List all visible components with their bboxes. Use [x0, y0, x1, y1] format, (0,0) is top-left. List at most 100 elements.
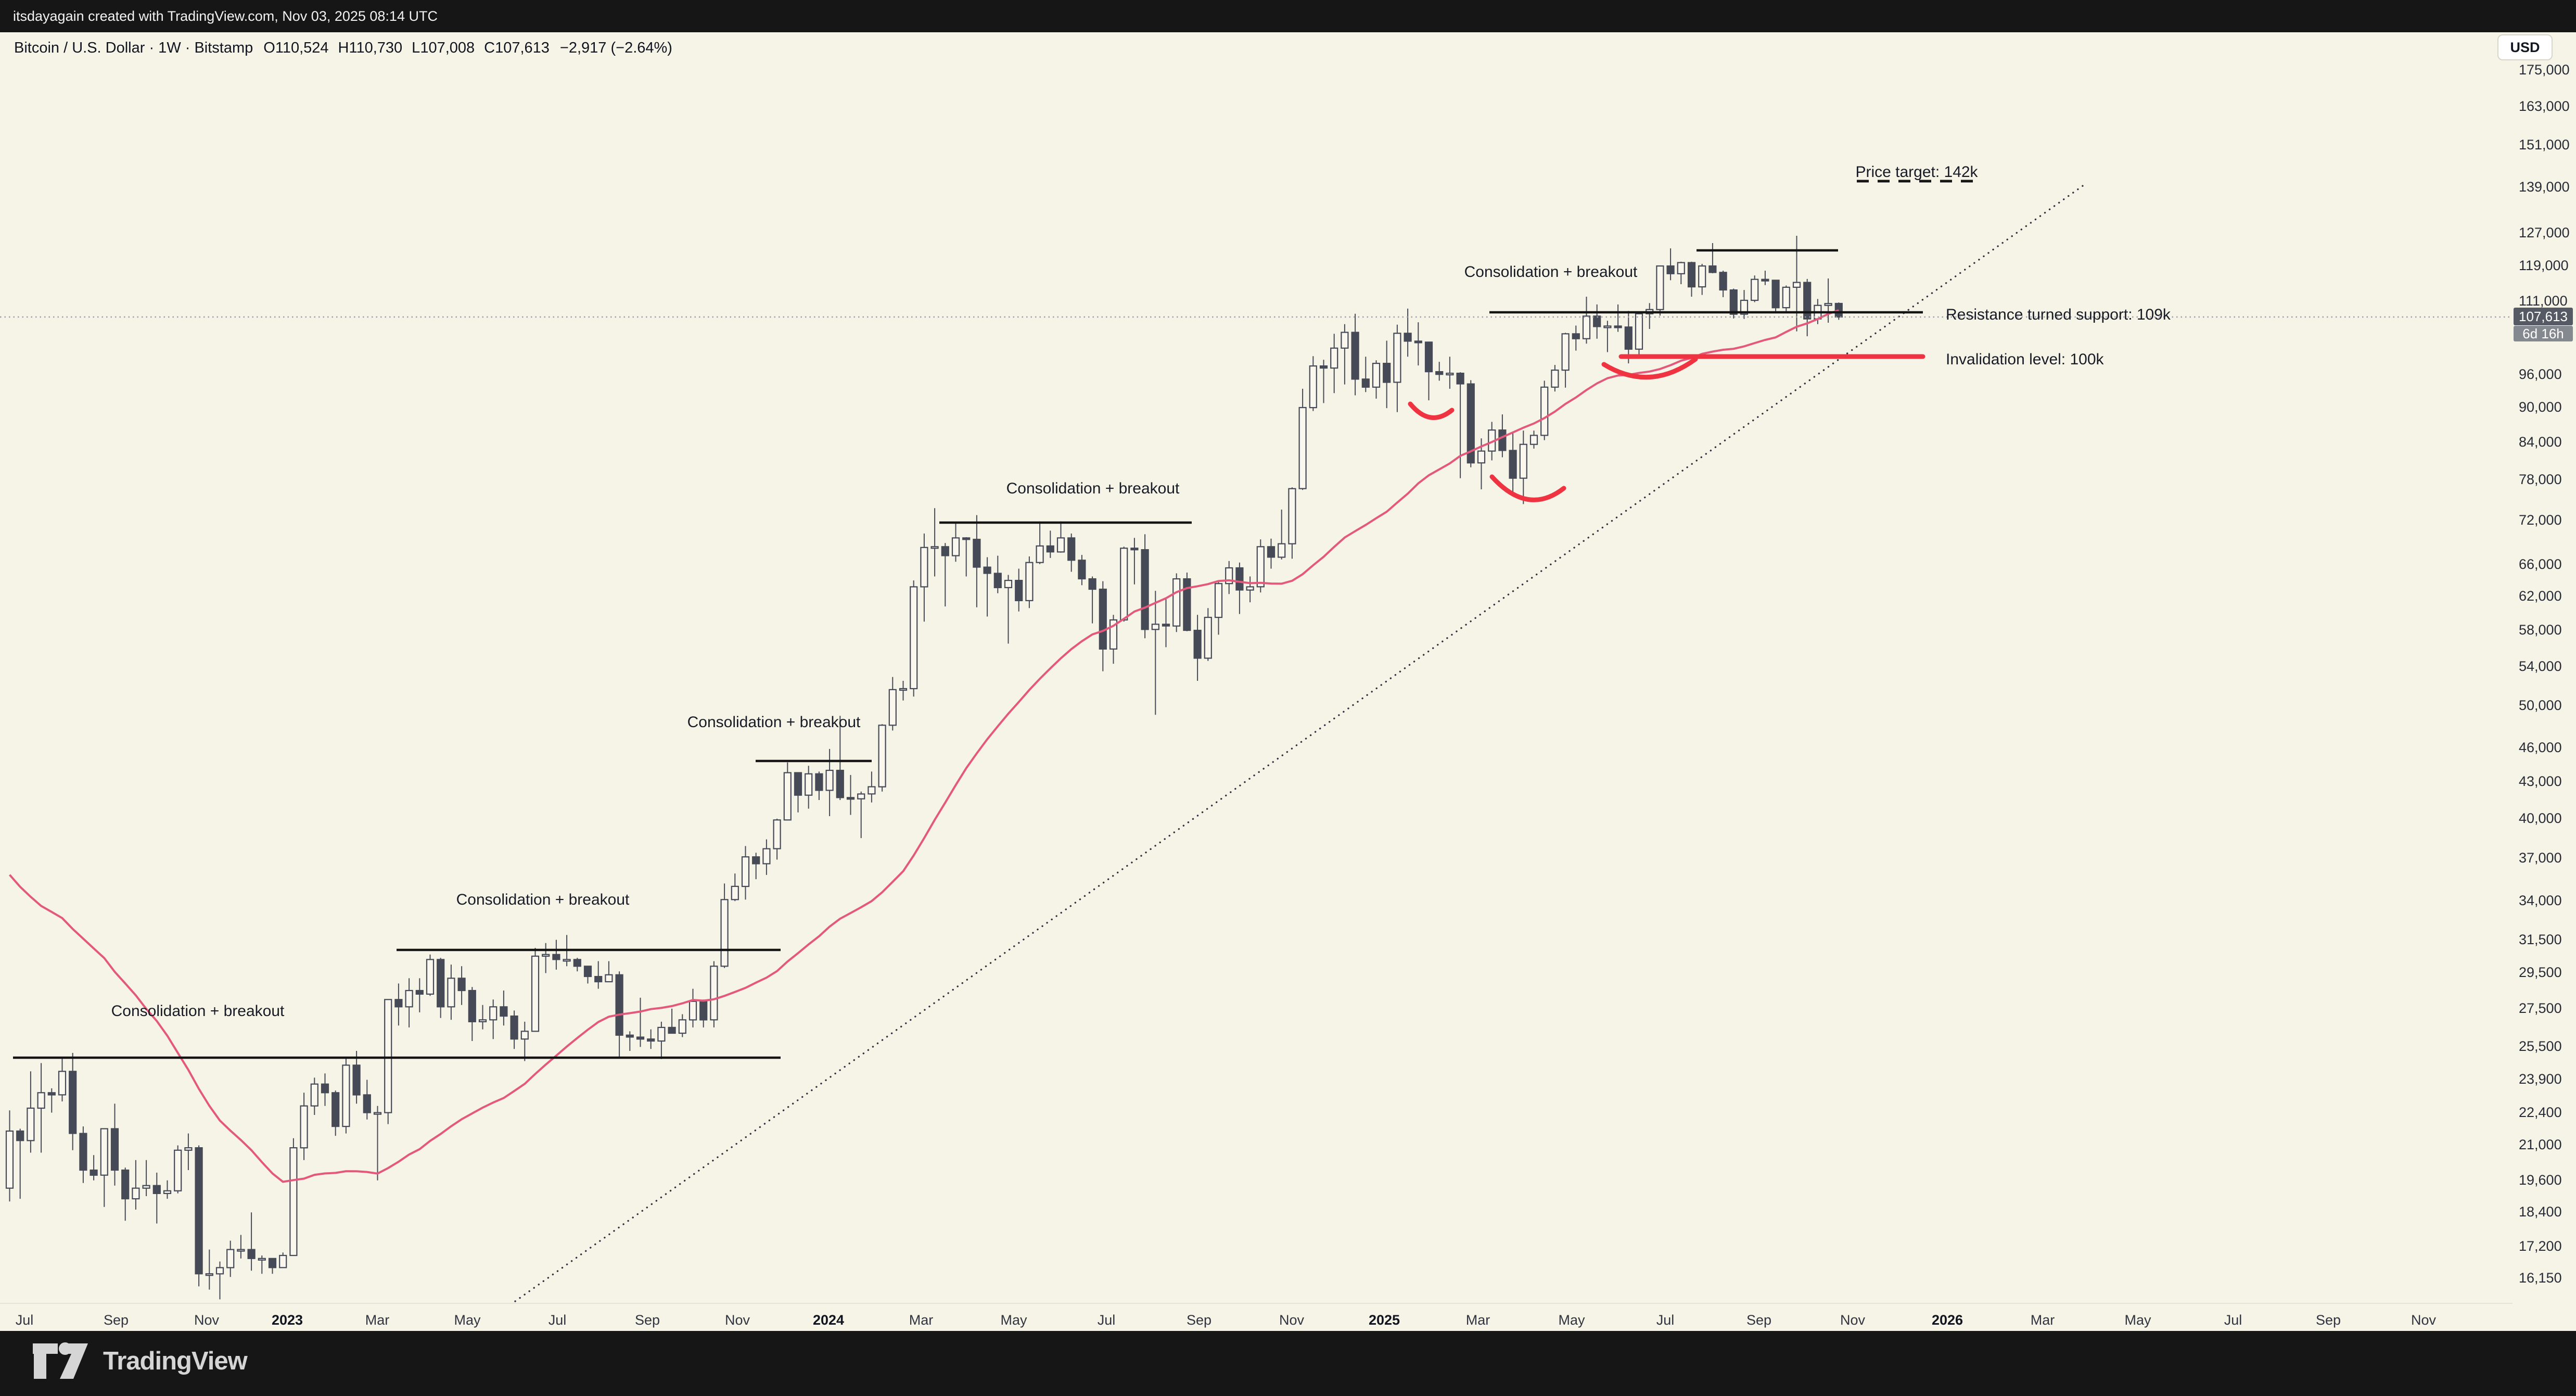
- candle-body: [1183, 578, 1191, 631]
- time-tick: 2026: [1931, 1312, 1963, 1328]
- candle-body: [1120, 548, 1128, 621]
- candle-body: [542, 954, 550, 957]
- consolidation-label-4[interactable]: Consolidation + breakout: [1006, 480, 1180, 497]
- accumulation-arc[interactable]: [1601, 357, 1698, 380]
- candle-body: [1372, 362, 1381, 388]
- candle-body: [5, 1130, 14, 1189]
- candle-body: [899, 688, 908, 691]
- price-tick: 139,000: [2519, 179, 2570, 195]
- consolidation-label-1[interactable]: Consolidation + breakout: [111, 1002, 285, 1020]
- candle-body: [373, 1112, 382, 1115]
- candle-body: [468, 989, 476, 1023]
- candle-body: [47, 1092, 56, 1096]
- time-tick: Jul: [1656, 1312, 1675, 1328]
- time-tick: Mar: [909, 1312, 934, 1328]
- candle-body: [1456, 372, 1464, 385]
- price-tick: 78,000: [2519, 472, 2562, 487]
- ohlc-high: H110,730: [338, 40, 403, 56]
- candle-body: [805, 773, 813, 796]
- price-tick: 50,000: [2519, 697, 2562, 713]
- price-tick: 54,000: [2519, 658, 2562, 674]
- candle-body: [531, 955, 540, 1032]
- candle-body: [1309, 365, 1317, 409]
- candle-body: [520, 1031, 529, 1040]
- candle-body: [1792, 282, 1801, 288]
- candle-body: [1361, 378, 1370, 388]
- tradingview-logo-text: TradingView: [103, 1347, 248, 1375]
- price-tick: 84,000: [2519, 434, 2562, 450]
- candle-body: [1740, 299, 1749, 315]
- candle-body: [1751, 278, 1759, 301]
- candle-body: [910, 586, 918, 690]
- ma-line[interactable]: [8, 309, 1839, 1183]
- price-tick: 72,000: [2519, 512, 2562, 528]
- candle-body: [1099, 588, 1107, 650]
- candle-body: [1267, 546, 1276, 558]
- time-tick: 2024: [812, 1312, 845, 1328]
- candle-body: [489, 1006, 498, 1021]
- candle-body: [941, 546, 949, 556]
- candle-body: [310, 1083, 318, 1107]
- time-scale[interactable]: Jul Sep Nov 2023 Mar May Jul Sep Nov 2024 Mar May Ju…: [0, 1303, 2513, 1332]
- candle-body: [741, 856, 750, 887]
- candle-body: [1614, 325, 1622, 328]
- candle-body: [878, 725, 886, 788]
- candle-body: [16, 1130, 24, 1141]
- price-tick: 17,200: [2519, 1238, 2562, 1254]
- candle-body: [247, 1249, 256, 1259]
- candle-body: [1319, 365, 1328, 369]
- bar-countdown-badge: 6d 16h: [2514, 326, 2573, 341]
- time-tick: Sep: [2315, 1312, 2341, 1328]
- tradingview-logo[interactable]: TradingView: [32, 1342, 248, 1380]
- candle-body: [1351, 332, 1359, 380]
- candle-body: [100, 1128, 108, 1176]
- accumulation-arc[interactable]: [1489, 474, 1566, 502]
- candlestick-series[interactable]: [5, 236, 1843, 1300]
- candle-body: [1141, 549, 1149, 630]
- trend-ray[interactable]: [514, 184, 2085, 1302]
- candle-body: [1446, 372, 1454, 376]
- price-target-label[interactable]: Price target: 142k: [1855, 163, 1978, 181]
- invalidation-label[interactable]: Invalidation level: 100k: [1946, 351, 2104, 368]
- candle-body: [951, 537, 960, 556]
- time-tick: May: [2124, 1312, 2151, 1328]
- price-tick: 96,000: [2519, 366, 2562, 382]
- candle-body: [1519, 443, 1527, 479]
- consolidation-label-3[interactable]: Consolidation + breakout: [687, 714, 861, 731]
- candle-body: [1624, 326, 1633, 350]
- time-tick: Nov: [1279, 1312, 1304, 1328]
- symbol-title[interactable]: Bitcoin / U.S. Dollar · 1W · Bitstamp: [14, 40, 253, 56]
- candle-body: [415, 989, 424, 995]
- attribution-text: itsdayagain created with TradingView.com…: [13, 8, 438, 24]
- price-tick: 16,150: [2519, 1270, 2562, 1286]
- resistance-support-label[interactable]: Resistance turned support: 109k: [1946, 306, 2171, 323]
- candle-body: [636, 1036, 645, 1040]
- candle-body: [699, 1000, 708, 1021]
- candle-body: [1162, 624, 1170, 627]
- candle-body: [1593, 315, 1601, 327]
- time-tick: Sep: [103, 1312, 129, 1328]
- candle-body: [1288, 488, 1296, 544]
- candle-body: [205, 1273, 213, 1276]
- candle-body: [1067, 537, 1076, 561]
- candle-body: [1204, 616, 1212, 659]
- candle-body: [426, 959, 435, 995]
- candle-body: [836, 769, 844, 798]
- candle-body: [1404, 333, 1412, 342]
- consolidation-label-2[interactable]: Consolidation + breakout: [456, 891, 630, 908]
- candle-body: [1235, 567, 1244, 591]
- time-tick: Nov: [1840, 1312, 1865, 1328]
- candle-body: [195, 1147, 203, 1275]
- symbol-header: Bitcoin / U.S. Dollar · 1W · Bitstamp O11…: [14, 40, 672, 57]
- currency-toggle-button[interactable]: USD: [2497, 34, 2553, 60]
- candle-body: [1551, 369, 1559, 388]
- candle-body: [573, 959, 581, 967]
- candle-body: [1698, 265, 1706, 288]
- candle-body: [731, 885, 739, 900]
- time-tick: Nov: [724, 1312, 750, 1328]
- candle-body: [1435, 371, 1444, 375]
- accumulation-arc[interactable]: [1408, 401, 1455, 420]
- consolidation-label-5[interactable]: Consolidation + breakout: [1464, 263, 1638, 281]
